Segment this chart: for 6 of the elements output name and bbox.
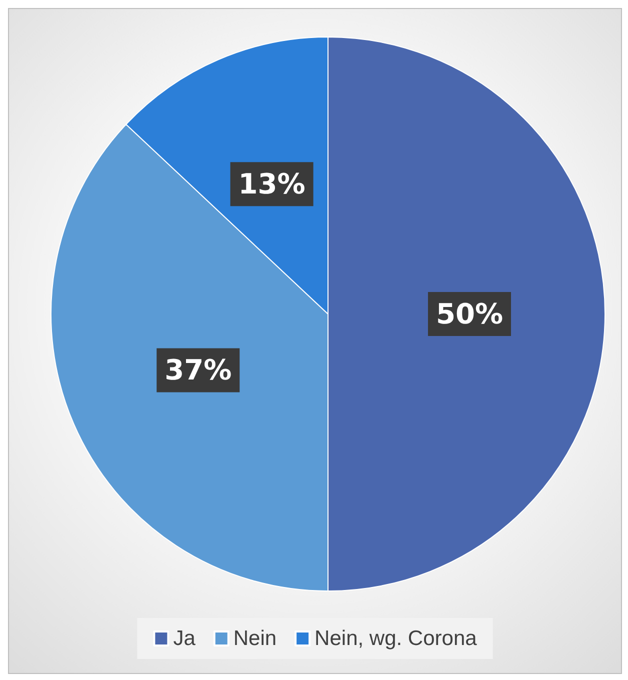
- legend-label: Nein, wg. Corona: [314, 627, 478, 650]
- data-label: 50%: [436, 298, 504, 330]
- legend-label: Ja: [173, 627, 196, 650]
- data-label: 37%: [164, 354, 232, 387]
- legend-label: Nein: [233, 627, 277, 650]
- data-label: 13%: [238, 168, 306, 201]
